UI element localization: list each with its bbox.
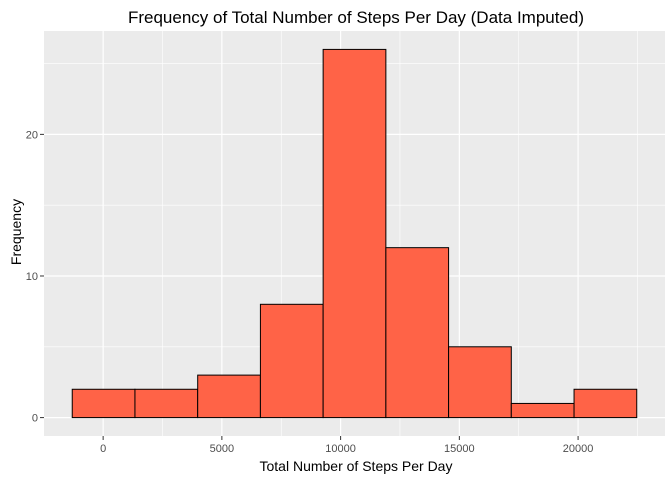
y-tick-label: 10: [26, 271, 38, 283]
x-axis-label: Total Number of Steps Per Day: [260, 458, 453, 474]
histogram-bars: [71, 48, 638, 419]
x-tick-label: 5000: [210, 443, 234, 455]
histogram-bar: [510, 402, 575, 419]
x-tick-label: 10000: [325, 443, 356, 455]
histogram-bar: [448, 346, 512, 419]
y-axis-label: Frequency: [8, 199, 24, 265]
x-tick-label: 15000: [444, 443, 475, 455]
histogram-bar: [134, 388, 199, 419]
x-tick-label: 20000: [563, 443, 594, 455]
y-axis-ticks: 0 10 20: [26, 129, 44, 425]
histogram-bar: [259, 303, 324, 419]
histogram-bar: [322, 48, 387, 419]
histogram-bar: [71, 388, 136, 419]
histogram-bar: [385, 247, 450, 419]
y-tick-label: 20: [26, 129, 38, 141]
x-tick-label: 0: [100, 443, 106, 455]
chart-title: Frequency of Total Number of Steps Per D…: [128, 8, 584, 27]
histogram-bar: [197, 374, 261, 419]
x-axis-ticks: 0 5000 10000 15000 20000: [100, 436, 593, 455]
histogram-bar: [573, 388, 638, 419]
y-tick-label: 0: [32, 413, 38, 425]
